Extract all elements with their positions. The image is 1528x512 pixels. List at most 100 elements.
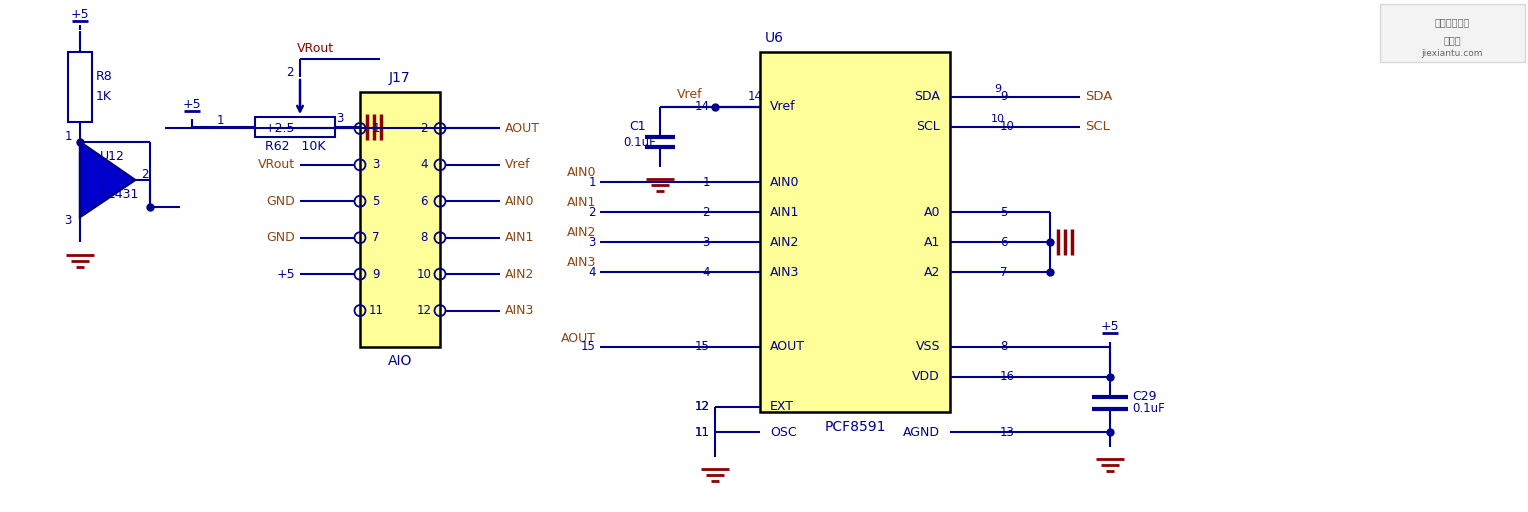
Text: 3: 3 <box>703 236 711 248</box>
Text: SCL: SCL <box>917 120 940 134</box>
Text: AIN1: AIN1 <box>504 231 535 244</box>
Text: 7: 7 <box>373 231 380 244</box>
Text: C1: C1 <box>630 120 646 134</box>
Text: A1: A1 <box>923 236 940 248</box>
Text: SDA: SDA <box>914 91 940 103</box>
Text: AIN2: AIN2 <box>567 226 596 240</box>
Text: A2: A2 <box>923 266 940 279</box>
Text: 10: 10 <box>992 114 1005 124</box>
Text: AIN1: AIN1 <box>567 197 596 209</box>
Text: 7: 7 <box>999 266 1007 279</box>
Text: 14: 14 <box>695 100 711 114</box>
Text: 12: 12 <box>695 400 711 414</box>
Text: VSS: VSS <box>915 340 940 353</box>
Text: AIN0: AIN0 <box>770 176 799 188</box>
Text: 2: 2 <box>141 168 148 181</box>
Text: 2: 2 <box>420 122 428 135</box>
Text: Vref: Vref <box>504 158 530 172</box>
Text: 12: 12 <box>417 304 431 317</box>
Text: AIN2: AIN2 <box>504 268 535 281</box>
Text: GND: GND <box>266 231 295 244</box>
Text: GND: GND <box>266 195 295 208</box>
Text: Vref: Vref <box>677 89 703 101</box>
Text: R62   10K: R62 10K <box>264 140 325 154</box>
Bar <box>361 92 440 347</box>
Text: 4: 4 <box>703 266 711 279</box>
Text: AOUT: AOUT <box>561 331 596 345</box>
Text: A0: A0 <box>923 205 940 219</box>
Text: 6: 6 <box>420 195 428 208</box>
Text: +5: +5 <box>70 9 89 22</box>
Text: VDD: VDD <box>912 371 940 383</box>
Text: 15: 15 <box>581 340 596 353</box>
Text: 4: 4 <box>420 158 428 172</box>
Text: OSC: OSC <box>770 425 796 438</box>
Text: AIN0: AIN0 <box>567 166 596 180</box>
Text: 2: 2 <box>286 66 293 78</box>
Text: +5: +5 <box>277 268 295 281</box>
Text: AIN1: AIN1 <box>770 205 799 219</box>
Text: 0.1uF: 0.1uF <box>1132 402 1164 415</box>
Text: 1: 1 <box>588 176 596 188</box>
Text: C29: C29 <box>1132 390 1157 403</box>
Text: 3: 3 <box>336 112 344 124</box>
Text: U12: U12 <box>99 151 125 163</box>
Text: Vref: Vref <box>770 100 796 114</box>
Text: AIN2: AIN2 <box>770 236 799 248</box>
Text: 1: 1 <box>703 176 711 188</box>
Text: 1: 1 <box>373 122 380 135</box>
Text: 1: 1 <box>64 131 72 143</box>
Text: VRout: VRout <box>258 158 295 172</box>
Text: 11: 11 <box>695 425 711 438</box>
Text: TL431: TL431 <box>99 187 139 201</box>
Text: 9: 9 <box>999 91 1007 103</box>
Text: 11: 11 <box>695 425 711 438</box>
Text: 10: 10 <box>999 120 1015 134</box>
Text: +5: +5 <box>183 98 202 112</box>
Text: 4: 4 <box>588 266 596 279</box>
Text: +2.5: +2.5 <box>264 122 295 135</box>
Text: 16: 16 <box>999 371 1015 383</box>
Bar <box>759 52 950 412</box>
Text: EXT: EXT <box>770 400 795 414</box>
Text: 12: 12 <box>695 400 711 414</box>
Text: 6: 6 <box>999 236 1007 248</box>
Text: 8: 8 <box>999 340 1007 353</box>
Text: AIN3: AIN3 <box>567 257 596 269</box>
Text: 11: 11 <box>368 304 384 317</box>
Text: +5: +5 <box>1100 321 1120 333</box>
Text: PCF8591: PCF8591 <box>824 420 886 434</box>
Text: SCL: SCL <box>1085 120 1109 134</box>
Text: 9: 9 <box>373 268 380 281</box>
Text: R8: R8 <box>96 71 113 83</box>
Text: 13: 13 <box>999 425 1015 438</box>
Text: SDA: SDA <box>1085 91 1112 103</box>
Text: 2: 2 <box>588 205 596 219</box>
Text: 15: 15 <box>695 340 711 353</box>
Text: 接线图: 接线图 <box>1442 35 1461 45</box>
Bar <box>255 117 335 137</box>
Text: 10: 10 <box>417 268 431 281</box>
Text: 5: 5 <box>999 205 1007 219</box>
Text: U6: U6 <box>766 31 784 45</box>
Text: J17: J17 <box>390 71 411 85</box>
Text: 电工技术之家: 电工技术之家 <box>1435 17 1470 27</box>
Text: jiexiantu.com: jiexiantu.com <box>1421 50 1482 58</box>
Text: AIN3: AIN3 <box>770 266 799 279</box>
Text: 14: 14 <box>747 91 762 103</box>
Text: 3: 3 <box>373 158 379 172</box>
Text: VRout: VRout <box>296 42 333 55</box>
Text: 1K: 1K <box>96 91 112 103</box>
Text: 3: 3 <box>588 236 596 248</box>
Text: AIO: AIO <box>388 354 413 368</box>
Polygon shape <box>79 142 134 217</box>
Text: 5: 5 <box>373 195 379 208</box>
Text: 2: 2 <box>703 205 711 219</box>
Text: AIN0: AIN0 <box>504 195 535 208</box>
Text: 0.1uF: 0.1uF <box>623 136 657 148</box>
Text: AOUT: AOUT <box>504 122 539 135</box>
Text: 1: 1 <box>217 114 223 126</box>
Bar <box>1380 4 1525 62</box>
Text: AGND: AGND <box>903 425 940 438</box>
Text: AIN3: AIN3 <box>504 304 535 317</box>
